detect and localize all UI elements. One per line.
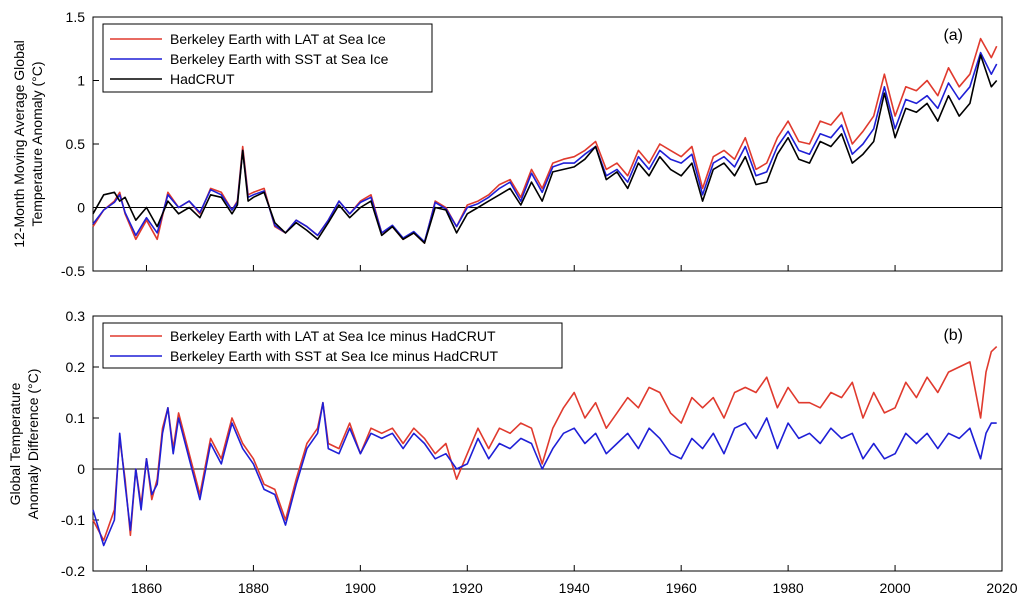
panel-a-series bbox=[92, 37, 998, 244]
panel-b-ytick-label: -0.2 bbox=[61, 563, 85, 579]
panel-a-ticks: -0.5 0 0.5 1 1.5 bbox=[61, 9, 1003, 279]
panel-b-xtick-label: 1920 bbox=[452, 580, 483, 596]
panel-b-xtick-label: 1860 bbox=[131, 580, 162, 596]
legend-label-sst-minus: Berkeley Earth with SST at Sea Ice minus… bbox=[170, 348, 499, 364]
panel-a-ytick-label: -0.5 bbox=[61, 263, 85, 279]
panel-b-ytick-label: 0.1 bbox=[66, 410, 86, 426]
legend-label-lat: Berkeley Earth with LAT at Sea Ice bbox=[170, 31, 386, 47]
panel-b-legend-box bbox=[102, 322, 563, 369]
panel-b-tag: (b) bbox=[943, 327, 963, 344]
panel-b-ylabel-line2: Anomaly Difference (°C) bbox=[25, 369, 41, 520]
panel-b-series-line-0 bbox=[92, 346, 998, 542]
panel-b: -0.2 -0.1 0 0.1 0.2 0.3 1860 1880 1900 1920 1940 19… bbox=[7, 308, 1018, 596]
panel-a-ylabel-line2: Temperature Anomaly (°C) bbox=[29, 61, 45, 226]
panel-b-ytick-label: -0.1 bbox=[61, 512, 85, 528]
legend-label-sst: Berkeley Earth with SST at Sea Ice bbox=[170, 51, 389, 67]
panel-b-frame bbox=[92, 315, 1003, 572]
panel-b-xtick-label: 1960 bbox=[666, 580, 697, 596]
panel-b-xtick-label: 1900 bbox=[345, 580, 376, 596]
panel-a-legend: Berkeley Earth with LAT at Sea Ice Berke… bbox=[102, 23, 433, 93]
legend-label-hadcrut: HadCRUT bbox=[170, 71, 235, 87]
panel-b-ytick-label: 0.3 bbox=[66, 308, 86, 324]
panel-a-ytick-label: 1 bbox=[77, 73, 85, 89]
panel-a-ytick-label: 0.5 bbox=[66, 136, 86, 152]
panel-a-series-line-1 bbox=[92, 51, 998, 243]
panel-b-ytick-label: 0.2 bbox=[66, 359, 86, 375]
panel-b-xtick-label: 2000 bbox=[879, 580, 910, 596]
panel-b-ylabel-line1: Global Temperature bbox=[7, 382, 23, 505]
panel-a: -0.5 0 0.5 1 1.5 12-Month Moving Average Glo… bbox=[11, 9, 1003, 279]
panel-a-series-line-2 bbox=[92, 54, 998, 244]
panel-a-ylabel-line1: 12-Month Moving Average Global bbox=[11, 40, 27, 248]
panel-b-series bbox=[92, 346, 998, 547]
panel-a-legend-box bbox=[102, 23, 433, 93]
panel-a-ytick-label: 1.5 bbox=[66, 9, 86, 25]
panel-b-series-line-1 bbox=[92, 401, 997, 547]
panel-b-xtick-label: 2020 bbox=[986, 580, 1017, 596]
panel-b-xtick-label: 1880 bbox=[238, 580, 269, 596]
panel-b-xtick-label: 1940 bbox=[559, 580, 590, 596]
panel-b-ticks: -0.2 -0.1 0 0.1 0.2 0.3 1860 1880 1900 1920 1940 19… bbox=[61, 308, 1018, 596]
panel-b-legend: Berkeley Earth with LAT at Sea Ice minus… bbox=[102, 322, 563, 369]
panel-b-ytick-label: 0 bbox=[77, 461, 85, 477]
panel-a-ytick-label: 0 bbox=[77, 200, 85, 216]
panel-b-xtick-label: 1980 bbox=[773, 580, 804, 596]
legend-label-lat-minus: Berkeley Earth with LAT at Sea Ice minus… bbox=[170, 328, 496, 344]
panel-a-tag: (a) bbox=[943, 27, 963, 44]
